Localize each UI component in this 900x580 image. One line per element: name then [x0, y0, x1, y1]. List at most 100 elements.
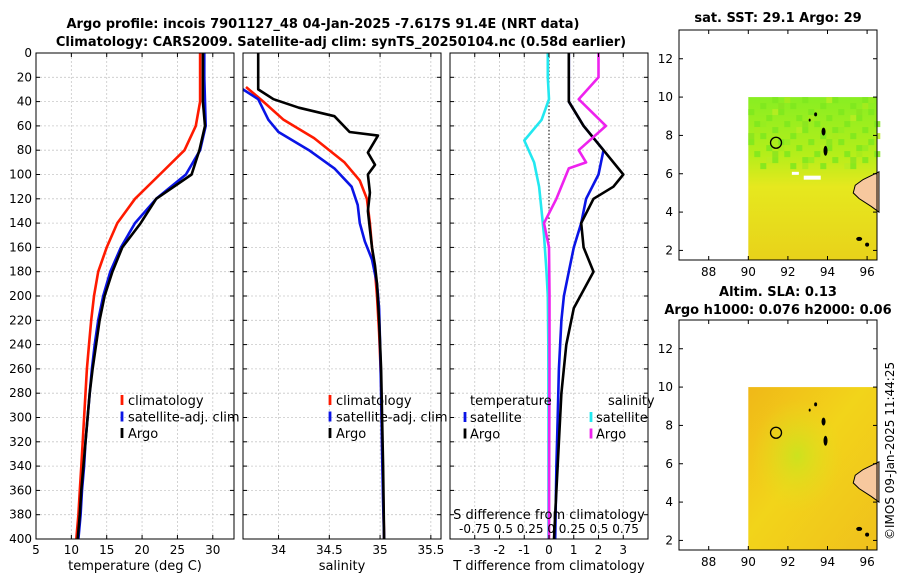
- sst-cell: [808, 109, 815, 116]
- sst-cell: [784, 97, 791, 104]
- map-y-tick-label: 8: [665, 128, 673, 142]
- x-tick-label: 25: [170, 543, 185, 557]
- legend-label: Argo: [336, 427, 366, 442]
- sst-cell: [760, 163, 767, 170]
- sst-cell: [760, 121, 767, 128]
- sst-cell: [808, 157, 815, 164]
- sst-cell: [850, 103, 857, 110]
- y-tick-label: 100: [9, 168, 32, 182]
- sst-cell: [754, 121, 761, 128]
- sst-cell: [832, 97, 839, 104]
- legend-label: satellite: [470, 411, 522, 426]
- sst-cell: [856, 115, 863, 122]
- sst-cell: [796, 127, 803, 134]
- sst-cell: [772, 109, 779, 116]
- sst-cell: [784, 121, 791, 128]
- y-tick-label: 20: [17, 70, 32, 84]
- y-tick-label: 380: [9, 508, 32, 522]
- map-y-tick-label: 12: [658, 52, 673, 66]
- y-tick-label: 0: [24, 46, 32, 60]
- island: [823, 145, 828, 156]
- x-tick-label: -3: [469, 543, 481, 557]
- sst-cell: [808, 139, 815, 146]
- sst-cell: [778, 145, 785, 152]
- map-x-tick-label: 90: [741, 555, 756, 569]
- sst-cell: [868, 97, 875, 104]
- x-tick-label: 10: [64, 543, 79, 557]
- sst-cell: [808, 115, 815, 122]
- map-x-tick-label: 96: [859, 555, 874, 569]
- x-tick-label: 34.5: [316, 543, 343, 557]
- sst-cell: [760, 133, 767, 140]
- x-tick-label: -2: [494, 543, 506, 557]
- y-tick-label: 200: [9, 289, 32, 303]
- x-tick-label: 35: [372, 543, 387, 557]
- y-tick-label: 340: [9, 459, 32, 473]
- series-line-temperature-2: [76, 53, 207, 540]
- x-axis-label: T difference from climatology: [452, 559, 645, 574]
- map-y-tick-label: 6: [665, 167, 673, 181]
- sst-map-title: sat. SST: 29.1 Argo: 29: [694, 11, 861, 26]
- sst-cell: [850, 115, 857, 122]
- x-tick-label: -1: [518, 543, 530, 557]
- sst-cell: [868, 109, 875, 116]
- sst-cell: [820, 103, 827, 110]
- island: [814, 402, 818, 407]
- map-x-tick-label: 92: [780, 265, 795, 279]
- sst-cell: [772, 127, 779, 134]
- sst-cell: [772, 97, 779, 104]
- missing-data-patch: [791, 171, 799, 175]
- legend-label: Argo: [596, 428, 626, 443]
- series-line-difference-3: [542, 53, 608, 540]
- map-y-tick-label: 12: [658, 342, 673, 356]
- sst-cell: [790, 103, 797, 110]
- map-x-tick-label: 88: [701, 555, 716, 569]
- sst-cell: [826, 145, 833, 152]
- sst-cell: [778, 103, 785, 110]
- map-x-tick-label: 88: [701, 265, 716, 279]
- sst-cell: [802, 157, 809, 164]
- island: [814, 112, 818, 117]
- header-line-2: Climatology: CARS2009. Satellite-adj cli…: [56, 35, 626, 50]
- y-tick-label: 80: [17, 143, 32, 157]
- sst-cell: [826, 139, 833, 146]
- sst-cell: [826, 97, 833, 104]
- sst-cell: [814, 109, 821, 116]
- x-tick-label: 5: [32, 543, 40, 557]
- map-x-tick-label: 90: [741, 265, 756, 279]
- sst-cell: [760, 103, 767, 110]
- difference-panel: -3 -2 -1 0 1 2 3 T difference from climatology t…: [449, 52, 655, 574]
- sst-map: sat. SST: 29.1 Argo: 29 88 90 92 94 96 2 4 6 8 10…: [658, 11, 881, 279]
- sst-cell: [850, 157, 857, 164]
- sst-cell: [844, 163, 851, 170]
- land-sumatra: [852, 171, 880, 214]
- map-y-tick-label: 2: [665, 243, 673, 257]
- legend-label: Argo: [128, 427, 158, 442]
- series-line-difference-2: [522, 53, 551, 539]
- series-line-salinity-2: [256, 53, 386, 540]
- island: [856, 526, 863, 531]
- s-axis-label: S difference from climatology: [453, 508, 645, 523]
- series-line-temperature-0: [75, 53, 202, 540]
- sla-map-title-1: Altim. SLA: 0.13: [719, 285, 837, 300]
- sst-cell: [748, 133, 755, 140]
- map-frame: [678, 29, 878, 261]
- x-tick-label: 0: [545, 543, 553, 557]
- y-tick-label: 220: [9, 313, 32, 327]
- sst-cell: [850, 133, 857, 140]
- sst-cell: [772, 151, 779, 158]
- sst-cell: [856, 145, 863, 152]
- map-y-tick-label: 2: [665, 533, 673, 547]
- sst-cell: [814, 121, 821, 128]
- sst-cell: [748, 109, 755, 116]
- x-tick-label: 3: [619, 543, 627, 557]
- legend-title-temperature: temperature: [470, 394, 552, 409]
- y-tick-label: 140: [9, 216, 32, 230]
- float-position-marker: [769, 136, 783, 149]
- sst-cell: [784, 151, 791, 158]
- sst-cell: [838, 139, 845, 146]
- sst-cell: [844, 121, 851, 128]
- credit-text: ©IMOS 09-Jan-2025 11:44:25: [883, 362, 897, 540]
- sst-cell: [766, 145, 773, 152]
